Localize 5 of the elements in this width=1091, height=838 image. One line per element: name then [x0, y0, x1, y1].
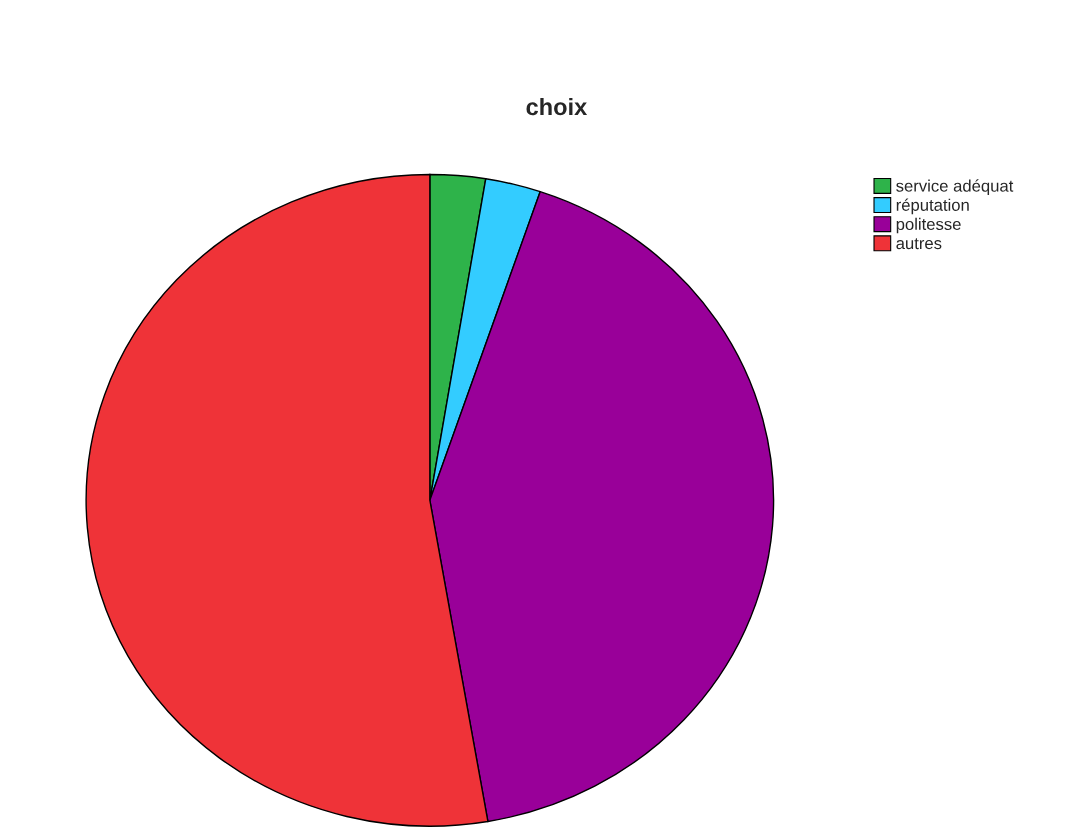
chart-title: choix [526, 97, 588, 116]
legend-label: autres [896, 238, 942, 250]
legend-label: réputation [896, 198, 969, 215]
legend-label: politesse [896, 217, 961, 234]
legend-label: service adéquat [896, 179, 1014, 196]
